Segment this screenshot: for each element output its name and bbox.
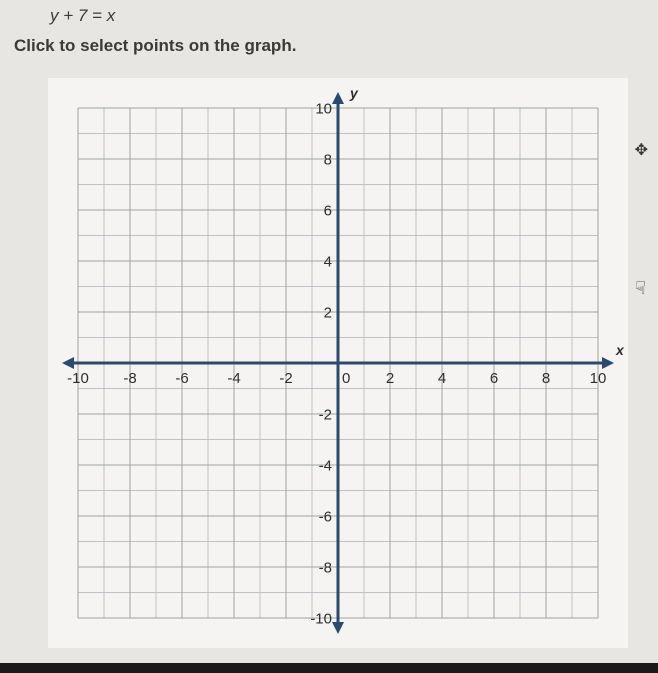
svg-text:6: 6 <box>490 370 498 387</box>
svg-text:-4: -4 <box>319 457 332 474</box>
svg-text:4: 4 <box>438 370 446 387</box>
svg-text:2: 2 <box>386 370 394 387</box>
svg-text:10: 10 <box>590 370 607 387</box>
svg-text:-8: -8 <box>123 370 136 387</box>
svg-text:-10: -10 <box>67 370 89 387</box>
svg-text:-2: -2 <box>319 406 332 423</box>
svg-text:8: 8 <box>324 151 332 168</box>
graph-svg[interactable]: -10 -8 -6 -4 -2 0 2 4 6 8 10 10 8 6 4 2 -2 -4 -6 -8 -10 x y <box>48 78 628 648</box>
svg-text:6: 6 <box>324 202 332 219</box>
svg-text:4: 4 <box>324 253 332 270</box>
svg-text:8: 8 <box>542 370 550 387</box>
coordinate-graph[interactable]: -10 -8 -6 -4 -2 0 2 4 6 8 10 10 8 6 4 2 -2 -4 -6 -8 -10 x y <box>48 78 628 648</box>
move-icon: ✥ <box>635 140 648 160</box>
svg-text:-4: -4 <box>227 370 240 387</box>
svg-text:x: x <box>615 342 625 358</box>
equation-text: y + 7 = x <box>50 6 115 26</box>
pointer-cursor-icon: ☟ <box>635 278 646 299</box>
svg-text:-2: -2 <box>279 370 292 387</box>
svg-text:0: 0 <box>342 370 350 387</box>
svg-text:y: y <box>349 85 359 101</box>
instruction-text: Click to select points on the graph. <box>14 36 296 56</box>
svg-text:10: 10 <box>315 100 332 117</box>
svg-text:2: 2 <box>324 304 332 321</box>
svg-text:-6: -6 <box>319 508 332 525</box>
svg-text:-8: -8 <box>319 559 332 576</box>
bottom-bar <box>0 663 658 673</box>
svg-text:-6: -6 <box>175 370 188 387</box>
svg-text:-10: -10 <box>310 610 332 627</box>
